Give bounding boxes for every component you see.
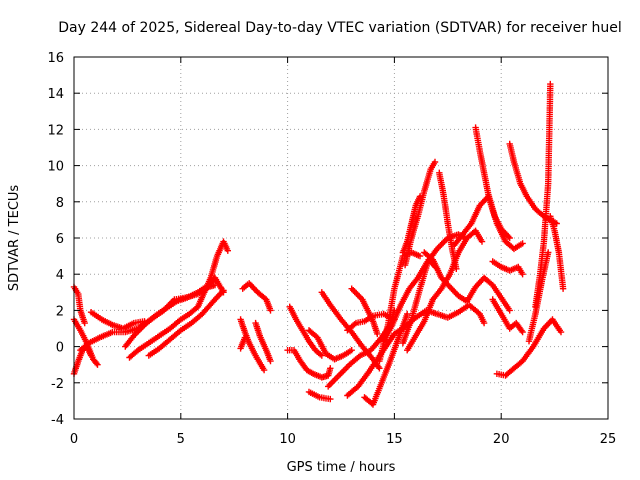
grid-lines	[74, 57, 608, 419]
y-tick-label: 10	[47, 160, 64, 175]
y-tick-label: 16	[47, 51, 64, 66]
y-tick-label: 2	[56, 304, 64, 319]
plus-markers	[305, 388, 334, 403]
y-tick-label: 12	[47, 123, 64, 138]
plus-markers	[493, 316, 565, 379]
series-track-40	[547, 213, 567, 292]
series-track-39	[525, 249, 552, 345]
series-track-33	[472, 124, 513, 242]
plus-markers	[489, 258, 526, 278]
y-tick-label: 6	[56, 232, 64, 247]
plus-markers	[286, 303, 325, 359]
plus-markers	[472, 124, 513, 242]
series-track-12	[237, 334, 249, 352]
x-tick-label: 0	[70, 432, 78, 447]
series-track-15	[305, 327, 355, 363]
plus-markers	[284, 347, 334, 381]
series-track-13	[284, 347, 334, 381]
plus-markers	[436, 169, 460, 272]
plus-markers	[361, 310, 411, 408]
x-tick-label: 20	[493, 432, 510, 447]
plus-markers	[547, 213, 567, 292]
y-tick-label: -4	[51, 413, 64, 428]
series-track-10	[239, 280, 274, 314]
series-track-07	[126, 238, 231, 361]
plus-markers	[239, 280, 274, 314]
series-track-25	[399, 193, 424, 256]
plus-markers	[489, 296, 526, 336]
plus-markers	[126, 238, 231, 361]
series-track-31	[436, 169, 460, 272]
data-marks	[70, 80, 567, 408]
plus-markers	[391, 301, 488, 338]
axis-ticks: 0 5 10 15 20 25 -4 -2 0 2 4 6 8 10 12 14 16	[47, 51, 616, 447]
plus-markers	[87, 309, 148, 332]
y-axis-label: SDTVAR / TECUs	[7, 185, 22, 292]
x-tick-label: 5	[177, 432, 185, 447]
y-tick-label: -2	[51, 377, 64, 392]
plus-markers	[252, 319, 274, 365]
x-tick-label: 10	[279, 432, 296, 447]
series-track-08	[145, 287, 227, 359]
plus-markers	[401, 158, 439, 269]
plus-markers	[145, 287, 227, 359]
plus-markers	[237, 334, 249, 352]
series-track-22	[361, 310, 411, 408]
y-tick-label: 0	[56, 341, 64, 356]
plus-markers	[399, 193, 424, 256]
plus-markers	[237, 316, 268, 374]
series-track-30	[421, 249, 513, 314]
series-track-34	[489, 258, 526, 278]
plus-markers	[348, 285, 381, 338]
series-track-35	[489, 296, 526, 336]
series-track-27	[391, 301, 488, 338]
series-track-36	[493, 316, 565, 379]
series-track-09	[237, 316, 268, 374]
series-track-14	[286, 303, 325, 359]
series-track-29	[401, 158, 439, 269]
chart-title: Day 244 of 2025, Sidereal Day-to-day VTE…	[58, 20, 621, 36]
plus-markers	[305, 327, 355, 363]
x-tick-label: 25	[600, 432, 617, 447]
plus-markers	[421, 249, 513, 314]
y-tick-label: 8	[56, 196, 64, 211]
x-axis-label: GPS time / hours	[287, 460, 396, 475]
x-tick-label: 15	[386, 432, 403, 447]
plus-markers	[525, 249, 552, 345]
series-track-05	[87, 309, 148, 332]
series-track-11	[252, 319, 274, 365]
series-track-21	[348, 285, 381, 338]
y-tick-label: 14	[47, 87, 64, 102]
series-track-16	[305, 388, 334, 403]
y-tick-label: 4	[56, 268, 64, 283]
